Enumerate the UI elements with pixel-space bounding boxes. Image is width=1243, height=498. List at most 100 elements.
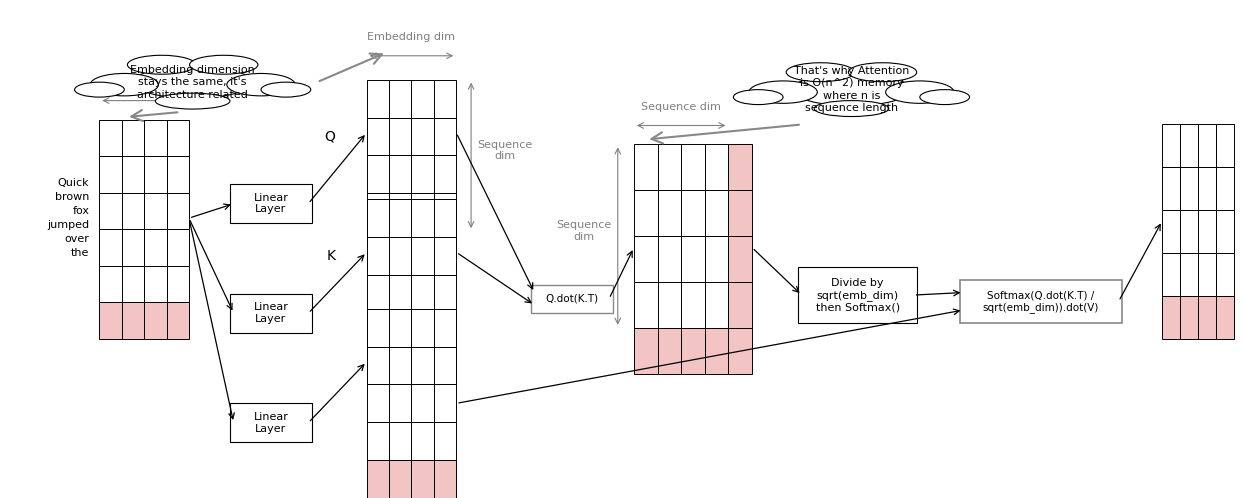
Bar — [411, 237, 434, 275]
Bar — [167, 156, 189, 193]
Bar — [389, 80, 411, 118]
Bar — [367, 199, 389, 237]
Ellipse shape — [75, 82, 124, 97]
Bar — [389, 347, 411, 384]
Bar — [681, 190, 705, 236]
Bar — [389, 231, 411, 269]
Bar — [411, 155, 434, 193]
Bar — [434, 155, 456, 193]
Bar — [728, 190, 752, 236]
Text: Embedding dim: Embedding dim — [368, 32, 455, 42]
Bar — [367, 193, 389, 231]
Bar — [411, 313, 434, 351]
Bar — [389, 199, 411, 237]
Text: Softmax(Q.dot(K.T) /
sqrt(emb_dim)).dot(V): Softmax(Q.dot(K.T) / sqrt(emb_dim)).dot(… — [983, 290, 1099, 313]
Bar — [1162, 253, 1181, 296]
Bar — [728, 328, 752, 374]
Bar — [434, 193, 456, 231]
Bar — [122, 229, 144, 265]
Bar — [681, 144, 705, 190]
Bar — [99, 120, 122, 156]
Bar — [411, 193, 434, 231]
FancyBboxPatch shape — [960, 280, 1122, 323]
Bar — [367, 384, 389, 422]
Bar — [434, 231, 456, 269]
Bar — [99, 229, 122, 265]
Bar — [411, 384, 434, 422]
Bar — [634, 144, 658, 190]
Ellipse shape — [786, 63, 855, 82]
Bar — [99, 265, 122, 302]
Bar — [1216, 210, 1234, 253]
Bar — [1198, 253, 1217, 296]
Ellipse shape — [748, 81, 818, 104]
Bar — [728, 282, 752, 328]
Bar — [634, 236, 658, 282]
Bar — [1180, 124, 1198, 167]
Text: Linear
Layer: Linear Layer — [254, 193, 288, 215]
Bar — [99, 156, 122, 193]
Bar — [728, 236, 752, 282]
Text: Sequence
dim: Sequence dim — [557, 220, 612, 242]
Bar — [122, 265, 144, 302]
Bar — [1180, 210, 1198, 253]
Text: K: K — [327, 249, 336, 263]
Ellipse shape — [848, 63, 917, 82]
Bar — [367, 309, 389, 347]
Bar — [1162, 210, 1181, 253]
Bar — [1198, 167, 1217, 210]
Bar — [389, 460, 411, 498]
Bar — [389, 155, 411, 193]
Bar — [705, 282, 728, 328]
Bar — [389, 118, 411, 155]
Bar — [634, 328, 658, 374]
Ellipse shape — [226, 73, 295, 96]
Bar — [389, 384, 411, 422]
Bar — [167, 229, 189, 265]
Ellipse shape — [134, 66, 251, 99]
Ellipse shape — [814, 101, 889, 117]
Bar — [434, 275, 456, 313]
Bar — [1180, 253, 1198, 296]
Bar — [1162, 167, 1181, 210]
Bar — [658, 328, 681, 374]
Bar — [1216, 253, 1234, 296]
Bar — [1162, 124, 1181, 167]
Bar — [634, 282, 658, 328]
Bar — [144, 302, 167, 339]
Bar — [434, 309, 456, 347]
Bar — [167, 120, 189, 156]
Bar — [705, 144, 728, 190]
FancyBboxPatch shape — [230, 403, 312, 442]
Bar — [367, 313, 389, 351]
Bar — [411, 231, 434, 269]
Bar — [658, 282, 681, 328]
Bar — [367, 237, 389, 275]
Text: Quick
brown
fox
jumped
over
the: Quick brown fox jumped over the — [47, 178, 89, 258]
Bar — [144, 193, 167, 229]
Bar — [434, 422, 456, 460]
Ellipse shape — [189, 55, 257, 74]
Bar — [122, 302, 144, 339]
Bar — [144, 120, 167, 156]
Text: Q.dot(K.T): Q.dot(K.T) — [546, 294, 598, 304]
Bar — [411, 309, 434, 347]
Bar — [634, 190, 658, 236]
Bar — [367, 231, 389, 269]
Bar — [434, 80, 456, 118]
Bar — [411, 80, 434, 118]
Ellipse shape — [127, 55, 196, 74]
Bar — [434, 118, 456, 155]
Bar — [99, 193, 122, 229]
Bar — [389, 313, 411, 351]
Bar — [367, 155, 389, 193]
Bar — [99, 302, 122, 339]
Bar — [167, 193, 189, 229]
Bar — [144, 229, 167, 265]
FancyBboxPatch shape — [798, 267, 917, 323]
Bar — [434, 199, 456, 237]
Bar — [389, 193, 411, 231]
Bar — [411, 199, 434, 237]
FancyBboxPatch shape — [230, 294, 312, 333]
Ellipse shape — [920, 90, 970, 105]
